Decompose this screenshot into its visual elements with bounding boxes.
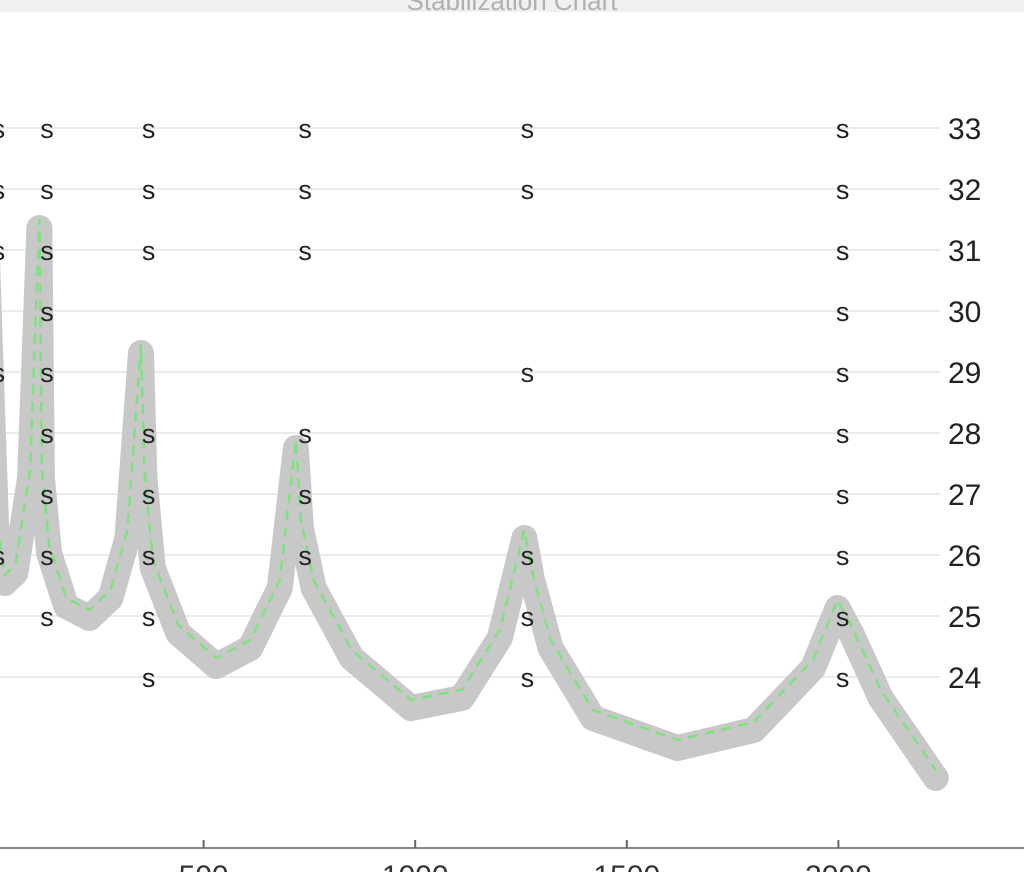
title-strip: Stabilization Chart: [0, 0, 1024, 12]
stable-pole-marker: s: [521, 175, 535, 205]
stable-pole-marker: s: [836, 602, 850, 632]
stable-pole-marker: s: [40, 358, 54, 388]
stable-pole-marker: s: [0, 358, 5, 388]
x-axis: 500 1000 1500 2000: [0, 840, 1024, 872]
y-tick-label: 25: [948, 601, 981, 634]
stable-pole-marker: s: [40, 480, 54, 510]
stable-pole-marker: s: [298, 236, 312, 266]
stable-pole-marker: s: [142, 480, 156, 510]
stable-pole-marker: s: [40, 297, 54, 327]
stable-pole-marker: s: [521, 663, 535, 693]
y-tick-label: 32: [948, 174, 981, 207]
stability-markers: s s s s s s s s s s s s s s s s s s s s s s s s s s s s s s s s s s s s s s s s…: [0, 114, 849, 693]
stable-pole-marker: s: [836, 175, 850, 205]
stable-pole-marker: s: [298, 541, 312, 571]
stable-pole-marker: s: [836, 236, 850, 266]
stable-pole-marker: s: [521, 602, 535, 632]
stable-pole-marker: s: [40, 419, 54, 449]
stable-pole-marker: s: [836, 541, 850, 571]
stable-pole-marker: s: [298, 419, 312, 449]
stable-pole-marker: s: [142, 175, 156, 205]
stable-pole-marker: s: [836, 663, 850, 693]
y-tick-label: 33: [948, 113, 981, 146]
stable-pole-marker: s: [0, 114, 5, 144]
x-tick-label: 500: [179, 860, 229, 872]
stable-pole-marker: s: [836, 419, 850, 449]
stable-pole-marker: s: [142, 602, 156, 632]
stable-pole-marker: s: [521, 358, 535, 388]
y-tick-label: 29: [948, 357, 981, 390]
stable-pole-marker: s: [142, 236, 156, 266]
y-axis-ticks: 24 25 26 27 28 29 30 31 32 33: [948, 113, 981, 695]
stable-pole-marker: s: [142, 419, 156, 449]
chart-title: Stabilization Chart: [0, 0, 1024, 12]
stable-pole-marker: s: [142, 541, 156, 571]
y-tick-label: 24: [948, 662, 981, 695]
stable-pole-marker: s: [836, 358, 850, 388]
stable-pole-marker: s: [521, 541, 535, 571]
stable-pole-marker: s: [836, 114, 850, 144]
stable-pole-marker: s: [298, 114, 312, 144]
x-tick-label: 1500: [593, 860, 660, 872]
stable-pole-marker: s: [142, 663, 156, 693]
y-tick-label: 28: [948, 418, 981, 451]
y-tick-label: 27: [948, 479, 981, 512]
stable-pole-marker: s: [298, 480, 312, 510]
stable-pole-marker: s: [836, 297, 850, 327]
fitted-curve-line: [0, 218, 937, 771]
stable-pole-marker: s: [0, 175, 5, 205]
stable-pole-marker: s: [521, 114, 535, 144]
y-tick-label: 31: [948, 235, 981, 268]
stable-pole-marker: s: [40, 236, 54, 266]
stable-pole-marker: s: [836, 480, 850, 510]
stable-pole-marker: s: [142, 114, 156, 144]
x-tick-label: 2000: [805, 860, 872, 872]
y-tick-label: 26: [948, 540, 981, 573]
stable-pole-marker: s: [40, 114, 54, 144]
y-tick-label: 30: [948, 296, 981, 329]
stable-pole-marker: s: [298, 175, 312, 205]
stable-pole-marker: s: [40, 175, 54, 205]
stable-pole-marker: s: [40, 541, 54, 571]
stable-pole-marker: s: [40, 602, 54, 632]
stable-pole-marker: s: [0, 541, 5, 571]
x-tick-label: 1000: [382, 860, 449, 872]
fitted-frf-curve: [0, 218, 937, 771]
stable-pole-marker: s: [0, 236, 5, 266]
